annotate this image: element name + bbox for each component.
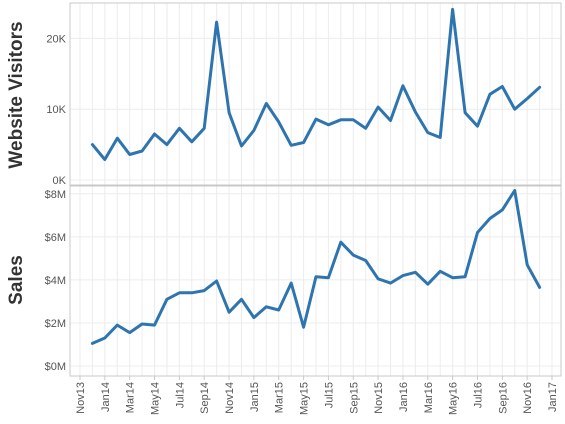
x-tick-label: May15 [299, 382, 311, 415]
x-tick-label: Nov14 [224, 382, 236, 414]
y-tick-label: $0M [45, 361, 66, 373]
x-tick-label: Jan14 [100, 382, 112, 412]
x-tick-label: Jan16 [398, 382, 410, 412]
x-tick-label: Nov15 [373, 382, 385, 414]
visitors-panel: 0K 10K 20K [46, 2, 562, 187]
visitors-axis-label: Website Visitors [6, 21, 27, 168]
x-tick-label: Mar16 [423, 382, 435, 413]
x-tick-label: Jan17 [547, 382, 559, 412]
y-tick-label: 20K [46, 33, 66, 45]
y-tick-label: 10K [46, 104, 66, 116]
x-tick-label: Jul15 [323, 382, 335, 408]
x-tick-label: Mar15 [274, 382, 286, 413]
x-tick-label: Sep16 [497, 382, 509, 414]
visitors-series-line [90, 7, 542, 161]
x-axis: Nov13 Jan14 Mar14 May14 Jul14 Sep14 Nov14 Jan15… [75, 376, 559, 415]
x-tick-label: May14 [150, 382, 162, 415]
y-tick-label: $8M [45, 189, 66, 201]
y-tick-label: $6M [45, 232, 66, 244]
x-tick-label: Mar14 [125, 382, 137, 413]
y-tick-label: $4M [45, 275, 66, 287]
x-tick-label: Nov16 [522, 382, 534, 414]
x-tick-label: Jul16 [472, 382, 484, 408]
x-tick-label: Jan15 [249, 382, 261, 412]
x-tick-label: Jul14 [174, 382, 186, 408]
plot-frame [69, 185, 562, 377]
sales-axis-label: Sales [6, 255, 27, 305]
sales-panel: $0M $2M $4M $6M $8M [45, 185, 562, 377]
y-tick-label: 0K [53, 175, 67, 187]
sales-series-line [90, 189, 542, 345]
x-tick-label: Sep14 [199, 382, 211, 414]
x-tick-label: May16 [448, 382, 460, 415]
x-tick-label: Nov13 [75, 382, 87, 414]
y-tick-label: $2M [45, 318, 66, 330]
x-tick-label: Sep15 [348, 382, 360, 414]
plot-frame [69, 2, 562, 186]
